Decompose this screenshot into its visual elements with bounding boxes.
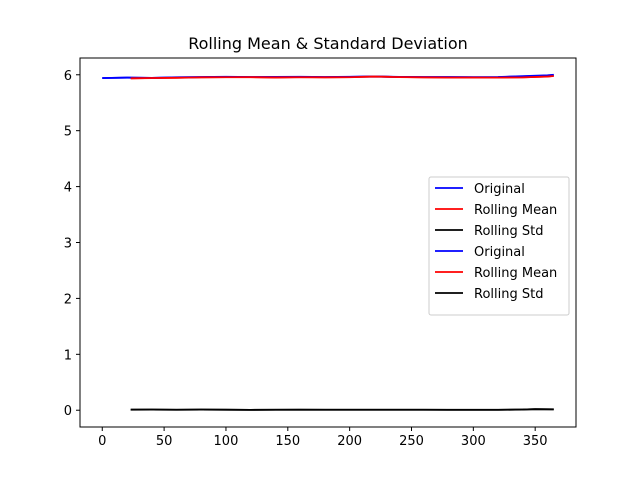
x-tick-label-4: 200 [337,434,362,449]
series-line-5 [130,408,554,411]
legend-label-0: Original [474,182,525,197]
legend-label-1: Rolling Mean [474,203,557,218]
x-tick-label-2: 100 [214,434,239,449]
x-axis: 0 50 100 150 200 250 300 350 [98,427,548,449]
x-tick-label-5: 250 [399,434,424,449]
y-tick-label-2: 2 [64,292,72,307]
y-tick-label-3: 3 [64,237,72,252]
legend-label-5: Rolling Std [474,287,543,302]
y-tick-label-0: 0 [64,404,72,419]
x-tick-label-3: 150 [275,434,300,449]
y-tick-label-1: 1 [64,348,72,363]
legend: Original Rolling Mean Rolling Std Original R… [428,176,570,316]
x-tick-label-6: 300 [461,434,486,449]
legend-label-3: Original [474,245,525,260]
y-tick-label-6: 6 [64,69,72,84]
chart-title: Rolling Mean & Standard Deviation [188,34,468,53]
x-tick-label-7: 350 [523,434,548,449]
x-tick-label-1: 50 [156,434,173,449]
x-tick-label-0: 0 [98,434,106,449]
series-line-4 [130,75,554,80]
legend-label-4: Rolling Mean [474,266,557,281]
y-tick-label-5: 5 [64,125,72,140]
series-layer [102,73,554,411]
y-tick-label-4: 4 [64,181,72,196]
legend-label-2: Rolling Std [474,224,543,239]
y-axis: 0 1 2 3 4 5 6 [64,69,80,419]
legend-box [428,176,570,316]
